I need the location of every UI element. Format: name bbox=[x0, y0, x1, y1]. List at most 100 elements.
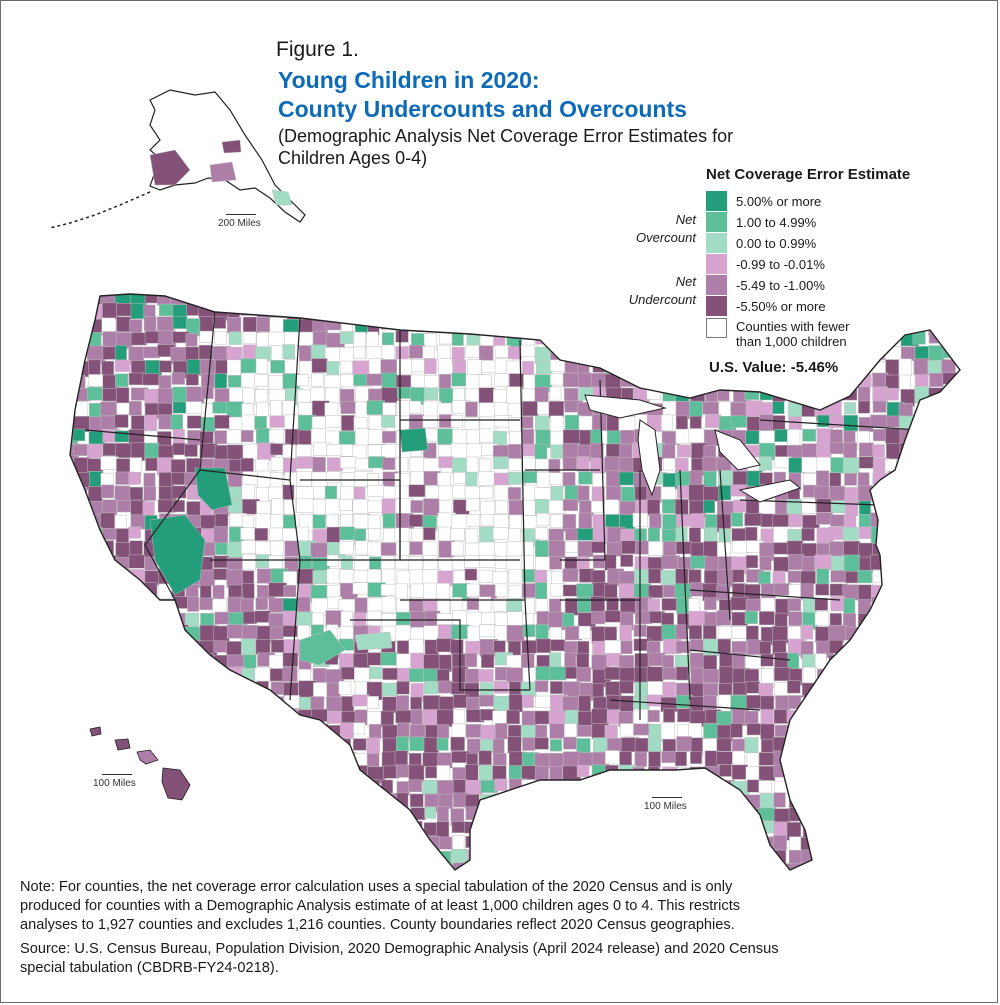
county-cell bbox=[436, 668, 450, 683]
county-cell bbox=[73, 596, 86, 610]
legend-label: -5.50% or more bbox=[736, 298, 826, 314]
county-cell bbox=[815, 583, 830, 596]
county-cell bbox=[200, 682, 217, 698]
county-cell bbox=[296, 294, 312, 305]
county-cell bbox=[577, 528, 594, 541]
county-cell bbox=[312, 808, 325, 821]
county-cell bbox=[886, 500, 903, 515]
county-cell bbox=[606, 485, 622, 502]
county-cell bbox=[913, 414, 927, 429]
county-cell bbox=[466, 443, 483, 459]
county-cell bbox=[858, 709, 875, 725]
county-cell bbox=[620, 836, 635, 849]
county-cell bbox=[101, 835, 119, 851]
county-cell bbox=[200, 794, 219, 809]
county-cell bbox=[901, 820, 914, 834]
county-cell bbox=[746, 834, 759, 853]
county-cell bbox=[495, 723, 508, 740]
county-cell bbox=[941, 443, 960, 458]
county-cell bbox=[648, 766, 660, 780]
county-cell bbox=[872, 386, 889, 403]
county-cell bbox=[662, 864, 676, 870]
county-cell bbox=[353, 331, 367, 349]
county-cell bbox=[802, 428, 817, 442]
county-cell bbox=[284, 835, 302, 852]
county-cell bbox=[744, 387, 760, 400]
county-cell bbox=[915, 582, 930, 595]
county-cell bbox=[872, 331, 887, 346]
county-cell bbox=[577, 792, 594, 806]
county-cell bbox=[716, 751, 734, 765]
county-cell bbox=[719, 666, 734, 686]
county-cell bbox=[184, 723, 201, 737]
county-cell bbox=[70, 568, 77, 584]
county-cell bbox=[408, 484, 426, 497]
county-cell bbox=[689, 373, 706, 392]
county-cell bbox=[226, 682, 244, 696]
subtitle-line-1: (Demographic Analysis Net Coverage Error… bbox=[278, 126, 734, 146]
county-cell bbox=[340, 401, 357, 414]
county-cell bbox=[70, 710, 78, 729]
county-cell bbox=[858, 317, 875, 331]
county-cell bbox=[562, 751, 581, 768]
hawaii-scale-bar bbox=[102, 774, 132, 775]
county-cell bbox=[158, 695, 172, 709]
county-cell bbox=[955, 359, 960, 378]
county-cell bbox=[185, 835, 199, 853]
county-cell bbox=[506, 808, 523, 823]
county-cell bbox=[646, 640, 661, 654]
county-cell bbox=[142, 639, 158, 652]
county-cell bbox=[157, 821, 170, 835]
county-cell bbox=[675, 373, 690, 389]
county-cell bbox=[744, 737, 759, 754]
county-cell bbox=[70, 654, 79, 670]
county-cell bbox=[396, 695, 410, 711]
county-cell bbox=[955, 570, 960, 589]
county-cell bbox=[647, 709, 660, 723]
county-cell bbox=[843, 540, 861, 558]
county-cell bbox=[534, 780, 551, 795]
county-cell bbox=[382, 667, 399, 680]
county-cell bbox=[730, 806, 745, 823]
county-cell bbox=[313, 765, 328, 780]
county-cell bbox=[465, 779, 483, 795]
county-cell bbox=[479, 624, 496, 638]
county-cell bbox=[186, 750, 199, 764]
county-cell bbox=[284, 331, 300, 346]
county-cell bbox=[536, 513, 550, 527]
county-cell bbox=[242, 778, 256, 795]
county-cell bbox=[843, 834, 859, 853]
county-cell bbox=[618, 416, 637, 432]
county-cell bbox=[647, 848, 662, 864]
county-cell bbox=[507, 793, 524, 809]
county-cell bbox=[128, 554, 145, 569]
county-cell bbox=[409, 837, 424, 850]
county-cell bbox=[943, 414, 960, 427]
legend-item-undercount-low: -0.99 to -0.01% bbox=[706, 254, 825, 274]
county-cell bbox=[214, 723, 230, 741]
county-cell bbox=[884, 346, 903, 361]
county-cell bbox=[688, 428, 705, 444]
county-cell bbox=[900, 625, 913, 638]
county-cell bbox=[942, 779, 958, 798]
county-cell bbox=[579, 780, 592, 799]
county-cell bbox=[647, 598, 661, 612]
county-cell bbox=[214, 765, 227, 784]
county-cell bbox=[941, 303, 960, 319]
county-cell bbox=[535, 666, 552, 681]
county-cell bbox=[914, 708, 927, 727]
county-cell bbox=[381, 849, 399, 865]
county-cell bbox=[240, 765, 253, 779]
county-cell bbox=[185, 373, 199, 386]
county-cell bbox=[662, 821, 677, 836]
county-cell bbox=[858, 696, 872, 709]
county-cell bbox=[618, 360, 636, 376]
county-cell bbox=[926, 780, 944, 795]
county-cell bbox=[716, 610, 732, 626]
county-cell bbox=[591, 333, 604, 349]
county-cell bbox=[828, 303, 843, 318]
county-cell bbox=[872, 640, 892, 658]
county-cell bbox=[352, 781, 368, 797]
county-cell bbox=[255, 850, 274, 864]
county-cell bbox=[311, 358, 328, 373]
